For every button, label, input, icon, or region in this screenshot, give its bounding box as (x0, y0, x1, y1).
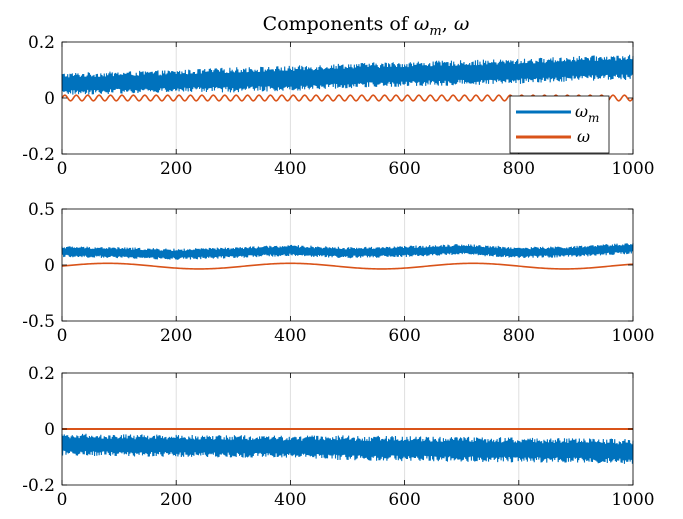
series-line (61, 243, 634, 260)
series-line (61, 262, 634, 270)
title-omega-m: ω (414, 13, 430, 35)
legend-label-omega: ω (577, 127, 590, 146)
plot-area (62, 209, 633, 321)
series-omega_m (61, 54, 634, 95)
x-tick-label: 1000 (611, 490, 654, 510)
legend-label-omega-m: ωm (575, 102, 599, 125)
x-tick-label: 200 (160, 490, 192, 510)
x-tick-label: 0 (57, 326, 68, 346)
title-separator: , (442, 13, 454, 35)
legend: ωm ω (509, 95, 610, 154)
series-line (61, 54, 634, 95)
series-omega_m (61, 243, 634, 260)
series-omega (61, 262, 634, 270)
legend-box (509, 95, 610, 154)
x-tick-label: 400 (274, 159, 306, 179)
title-omega: ω (454, 13, 470, 35)
x-tick-label: 600 (388, 159, 420, 179)
x-tick-label: 1000 (611, 326, 654, 346)
legend-label-omega-m-symbol: ω (575, 102, 588, 121)
series-omega_m (61, 433, 634, 464)
x-tick-label: 400 (274, 490, 306, 510)
title-prefix: Components of (263, 13, 414, 35)
series-line (61, 433, 634, 464)
legend-label-omega-m-subscript: m (588, 111, 599, 125)
x-tick-label: 400 (274, 326, 306, 346)
x-tick-label: 0 (57, 490, 68, 510)
x-tick-label: 800 (503, 326, 535, 346)
x-tick-label: 200 (160, 159, 192, 179)
y-tick-label: 0.2 (28, 364, 55, 384)
y-tick-label: 0 (44, 89, 55, 109)
y-tick-label: 0.5 (28, 200, 55, 220)
title-subscript-m: m (429, 24, 441, 39)
y-tick-label: 0 (44, 256, 55, 276)
y-tick-label: -0.2 (22, 476, 55, 496)
x-tick-label: 800 (503, 159, 535, 179)
x-tick-label: 200 (160, 326, 192, 346)
y-tick-label: -0.5 (22, 312, 55, 332)
y-tick-label: -0.2 (22, 145, 55, 165)
chart-title: Components of ωm, ω (263, 13, 470, 39)
x-tick-label: 0 (57, 159, 68, 179)
x-tick-label: 800 (503, 490, 535, 510)
x-tick-label: 600 (388, 490, 420, 510)
y-tick-label: 0 (44, 420, 55, 440)
x-tick-label: 600 (388, 326, 420, 346)
x-tick-label: 1000 (611, 159, 654, 179)
y-tick-label: 0.2 (28, 33, 55, 53)
